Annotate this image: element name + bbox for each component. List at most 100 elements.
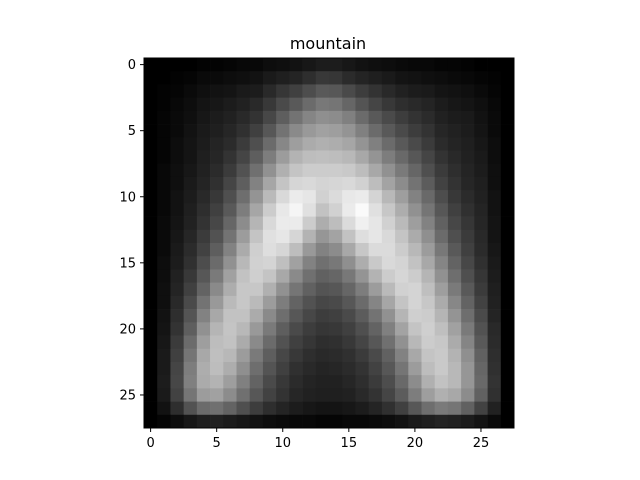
heatmap-cell [434,150,449,165]
heatmap-cell [381,269,396,283]
heatmap-cell [368,309,383,323]
heatmap-cell [170,176,184,191]
heatmap-cell [249,84,264,98]
heatmap-cell [434,269,449,283]
heatmap-cell [236,71,251,85]
heatmap-cell [342,322,356,336]
heatmap-cell [302,229,317,244]
heatmap-cell [157,414,171,429]
heatmap-cell [368,269,383,283]
heatmap-cell [183,282,198,297]
y-axis: 0 5 10 15 20 25 [119,58,144,403]
heatmap-cell [196,269,211,283]
heatmap-cell [329,150,343,165]
heatmap-cell [474,71,488,85]
heatmap-cell [196,361,211,376]
heatmap-cell [236,243,251,257]
heatmap-cell [289,216,303,231]
heatmap-cell [170,84,184,98]
heatmap-cell [276,97,290,112]
heatmap-cell [276,150,290,165]
heatmap-cell [236,97,251,112]
heatmap-cell [262,71,277,85]
heatmap-cell [236,295,251,310]
heatmap-cell [144,295,158,310]
heatmap-cell [355,375,369,389]
heatmap-cell [196,348,211,363]
heatmap-cell [474,335,488,350]
heatmap-cell [342,163,356,178]
heatmap-cell [183,137,198,151]
heatmap-cell [408,309,422,323]
heatmap-cell [276,110,290,125]
y-tick-label: 10 [119,190,136,205]
heatmap-cell [500,84,515,98]
heatmap-cell [196,71,211,85]
heatmap-cell [289,295,303,310]
heatmap-cell [461,348,475,363]
heatmap-cell [249,190,264,204]
heatmap-cell [408,269,422,283]
heatmap-cell [249,243,264,257]
heatmap-cell [170,388,184,402]
heatmap-cell [355,84,369,98]
heatmap-cell [157,388,171,402]
heatmap-cell [461,243,475,257]
y-tick-label: 20 [119,322,136,337]
heatmap-cell [144,176,158,191]
heatmap-cell [170,163,184,178]
heatmap-cell [315,163,330,178]
heatmap-cell [500,322,515,336]
heatmap-cell [474,84,488,98]
heatmap-cell [381,216,396,231]
heatmap-cell [157,71,171,85]
heatmap-cell [395,229,409,244]
heatmap-cell [421,110,436,125]
heatmap-cell [421,295,436,310]
heatmap-cell [408,243,422,257]
heatmap-cell [223,375,237,389]
heatmap-cell [342,375,356,389]
heatmap-cell [302,361,317,376]
heatmap-cell [368,414,383,429]
heatmap-cell [183,348,198,363]
heatmap-cell [342,243,356,257]
heatmap-cell [210,97,224,112]
heatmap-cell [329,84,343,98]
heatmap-cell [329,229,343,244]
heatmap-cell [183,176,198,191]
heatmap-cell [434,137,449,151]
heatmap-cell [157,150,171,165]
heatmap-cell [408,375,422,389]
heatmap-cell [262,361,277,376]
heatmap-cell [302,176,317,191]
heatmap-cell [329,124,343,138]
heatmap-cell [368,295,383,310]
heatmap-cell [342,309,356,323]
heatmap-cell [249,401,264,416]
heatmap-cell [210,124,224,138]
heatmap-cell [210,282,224,297]
x-axis: 0 5 10 15 20 25 [146,428,489,451]
heatmap-cell [183,256,198,270]
heatmap-cell [447,150,462,165]
heatmap-cell [262,97,277,112]
heatmap-cell [210,256,224,270]
heatmap-cell [196,256,211,270]
heatmap-cell [210,216,224,231]
heatmap-cell [223,335,237,350]
heatmap-cell [210,176,224,191]
heatmap-cell [223,401,237,416]
heatmap-cell [408,137,422,151]
heatmap-cell [236,84,251,98]
heatmap-cell [249,414,264,429]
heatmap-cell [487,361,502,376]
heatmap-cell [447,375,462,389]
heatmap-cell [329,335,343,350]
heatmap-cell [302,335,317,350]
heatmap-cell [144,124,158,138]
heatmap-cell [170,269,184,283]
heatmap-cell [236,348,251,363]
heatmap-cell [157,309,171,323]
heatmap-cell [157,176,171,191]
